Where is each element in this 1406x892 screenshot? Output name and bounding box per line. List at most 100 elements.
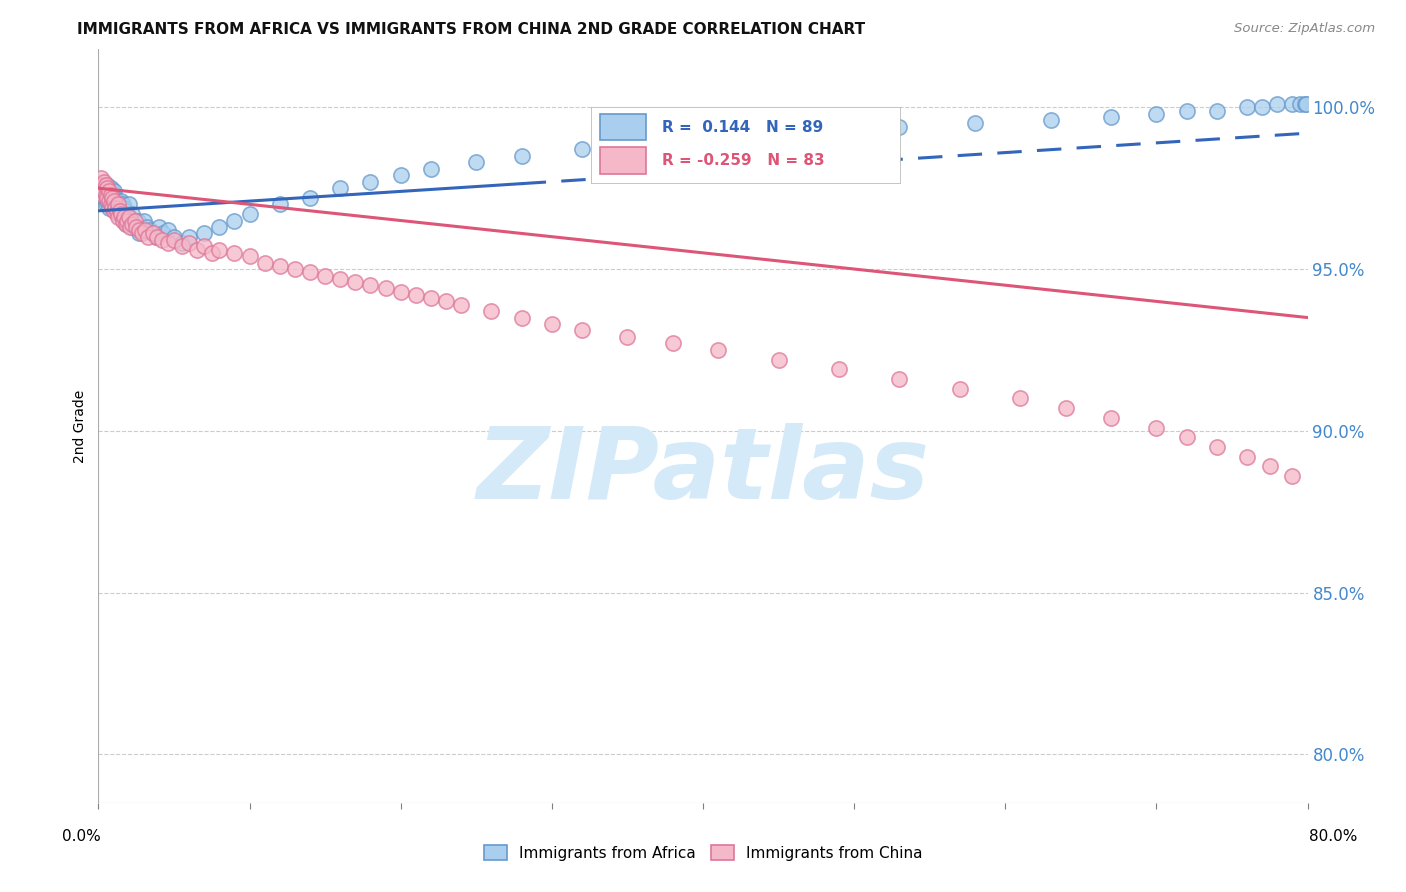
Point — [150, 233, 173, 247]
Point — [374, 281, 396, 295]
Point — [94, 178, 117, 192]
Point — [193, 239, 215, 253]
Text: ZIPatlas: ZIPatlas — [477, 423, 929, 520]
Point — [103, 191, 125, 205]
Bar — [600, 147, 647, 174]
Point — [104, 191, 127, 205]
Point — [208, 219, 231, 234]
Point — [146, 229, 169, 244]
Point — [108, 203, 131, 218]
Point — [420, 291, 443, 305]
Point — [90, 171, 112, 186]
Point — [1144, 420, 1167, 434]
Point — [103, 185, 125, 199]
Text: Source: ZipAtlas.com: Source: ZipAtlas.com — [1234, 22, 1375, 36]
Point — [389, 168, 412, 182]
Point — [284, 262, 307, 277]
Point — [1251, 100, 1274, 114]
Point — [101, 191, 124, 205]
Point — [107, 197, 129, 211]
Text: R = -0.259   N = 83: R = -0.259 N = 83 — [662, 153, 824, 168]
Point — [179, 236, 201, 251]
Point — [269, 197, 291, 211]
Point — [101, 197, 124, 211]
Point — [103, 194, 125, 208]
Point — [93, 175, 115, 189]
Point — [139, 223, 162, 237]
Point — [103, 203, 125, 218]
Point — [100, 181, 122, 195]
Point — [434, 294, 457, 309]
Point — [1289, 97, 1312, 112]
Point — [112, 213, 135, 227]
Point — [91, 185, 114, 199]
Point — [108, 201, 131, 215]
Point — [1236, 450, 1258, 464]
Point — [90, 181, 112, 195]
Point — [571, 324, 593, 338]
Point — [329, 271, 352, 285]
Point — [239, 207, 262, 221]
Point — [1267, 97, 1289, 112]
Point — [540, 317, 562, 331]
Point — [1281, 469, 1303, 483]
Point — [142, 227, 165, 241]
Point — [1054, 401, 1077, 416]
Point — [1175, 430, 1198, 444]
Point — [450, 298, 472, 312]
Point — [91, 178, 114, 192]
Point — [299, 191, 322, 205]
Point — [98, 185, 121, 199]
Point — [104, 203, 127, 218]
Point — [224, 213, 246, 227]
Point — [510, 149, 533, 163]
Point — [94, 187, 117, 202]
Point — [163, 233, 186, 247]
Point — [152, 227, 174, 241]
Point — [571, 142, 593, 156]
Text: R =  0.144   N = 89: R = 0.144 N = 89 — [662, 120, 823, 135]
Point — [253, 255, 276, 269]
Point — [107, 207, 129, 221]
Point — [121, 207, 143, 221]
Point — [125, 219, 148, 234]
Point — [1144, 107, 1167, 121]
Point — [111, 213, 134, 227]
Point — [1258, 459, 1281, 474]
Point — [120, 213, 142, 227]
Point — [121, 219, 143, 234]
Point — [93, 178, 115, 192]
Point — [170, 239, 193, 253]
Point — [131, 227, 153, 241]
Point — [104, 201, 127, 215]
Point — [389, 285, 412, 299]
Point — [96, 178, 118, 192]
Point — [114, 217, 136, 231]
Point — [616, 330, 638, 344]
Point — [768, 352, 790, 367]
Point — [105, 194, 128, 208]
Point — [163, 229, 186, 244]
Y-axis label: 2nd Grade: 2nd Grade — [73, 389, 87, 463]
Text: IMMIGRANTS FROM AFRICA VS IMMIGRANTS FROM CHINA 2ND GRADE CORRELATION CHART: IMMIGRANTS FROM AFRICA VS IMMIGRANTS FRO… — [77, 22, 866, 37]
Point — [1295, 97, 1317, 112]
Point — [1099, 110, 1122, 124]
Point — [156, 236, 179, 251]
Point — [111, 211, 134, 225]
Point — [314, 268, 336, 283]
Point — [136, 229, 159, 244]
Point — [115, 213, 138, 227]
Point — [128, 227, 150, 241]
Point — [965, 116, 987, 130]
Point — [142, 227, 165, 241]
Point — [100, 197, 122, 211]
Point — [224, 245, 246, 260]
Point — [1039, 113, 1062, 128]
Text: 80.0%: 80.0% — [1309, 830, 1357, 844]
Point — [949, 382, 972, 396]
Point — [135, 219, 157, 234]
Point — [208, 243, 231, 257]
Point — [661, 336, 683, 351]
Point — [465, 155, 488, 169]
Point — [94, 197, 117, 211]
